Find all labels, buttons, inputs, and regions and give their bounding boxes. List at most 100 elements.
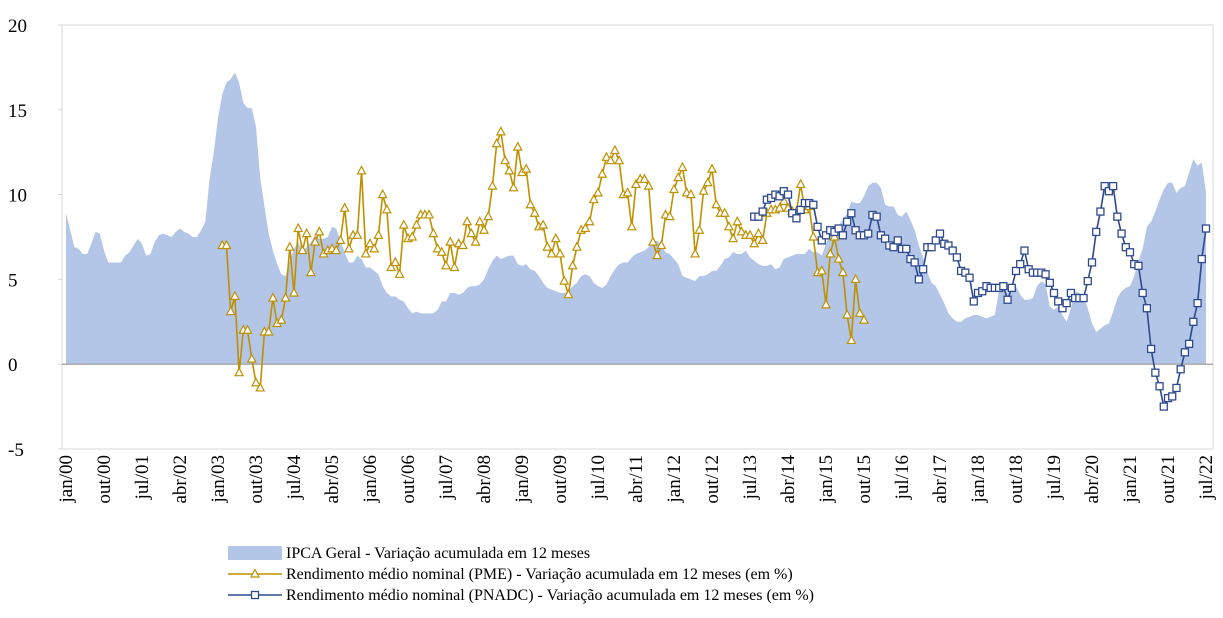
x-tick-label: jul/19 bbox=[1044, 455, 1065, 500]
marker bbox=[961, 268, 970, 277]
marker bbox=[542, 241, 553, 251]
marker bbox=[305, 266, 316, 277]
marker bbox=[280, 292, 291, 302]
marker bbox=[597, 168, 608, 178]
marker bbox=[373, 229, 384, 239]
marker bbox=[555, 248, 565, 258]
marker bbox=[910, 258, 919, 267]
marker bbox=[263, 326, 274, 336]
marker bbox=[479, 224, 489, 234]
marker bbox=[796, 205, 805, 215]
marker bbox=[588, 193, 599, 204]
marker bbox=[1041, 270, 1050, 279]
marker bbox=[466, 227, 477, 238]
marker bbox=[846, 334, 857, 345]
marker bbox=[289, 287, 299, 297]
marker bbox=[1184, 339, 1194, 348]
marker bbox=[1117, 229, 1126, 238]
x-tick-label: abr/02 bbox=[170, 455, 191, 504]
marker bbox=[1045, 278, 1054, 287]
x-tick-label: jul/10 bbox=[588, 455, 609, 500]
marker bbox=[753, 227, 764, 238]
marker bbox=[1079, 293, 1088, 303]
area bbox=[66, 72, 1206, 365]
marker bbox=[944, 241, 953, 250]
marker bbox=[1007, 283, 1016, 293]
marker bbox=[487, 180, 498, 190]
marker bbox=[774, 202, 785, 212]
marker bbox=[1193, 298, 1202, 308]
marker bbox=[221, 239, 232, 250]
marker bbox=[647, 236, 658, 246]
marker bbox=[377, 188, 388, 199]
y-tick-label: -5 bbox=[8, 440, 24, 461]
marker bbox=[386, 261, 397, 272]
marker bbox=[605, 154, 616, 165]
marker bbox=[702, 176, 713, 187]
x-tick-label: abr/20 bbox=[1082, 455, 1103, 504]
marker bbox=[1151, 368, 1160, 377]
marker bbox=[792, 214, 801, 223]
x-tick-label: out/21 bbox=[1158, 455, 1179, 504]
marker bbox=[1096, 207, 1105, 216]
marker bbox=[1062, 298, 1071, 308]
marker bbox=[842, 309, 853, 319]
marker bbox=[690, 248, 701, 258]
x-tick-label: out/03 bbox=[246, 455, 267, 504]
marker bbox=[1142, 304, 1152, 313]
legend-marker bbox=[250, 590, 260, 600]
marker bbox=[1201, 224, 1211, 233]
marker bbox=[339, 202, 350, 212]
marker bbox=[242, 324, 253, 334]
marker bbox=[255, 382, 266, 392]
marker bbox=[775, 192, 784, 201]
marker bbox=[1066, 288, 1076, 298]
legend-label: Rendimento médio nominal (PME) - Variaçã… bbox=[286, 566, 793, 583]
marker bbox=[622, 187, 633, 197]
marker bbox=[821, 231, 831, 240]
marker bbox=[639, 173, 650, 183]
marker bbox=[284, 241, 295, 251]
marker bbox=[838, 231, 848, 240]
x-tick-label: jan/00 bbox=[56, 455, 77, 504]
x-tick-label: abr/08 bbox=[474, 455, 495, 504]
marker bbox=[694, 224, 705, 234]
marker bbox=[952, 253, 962, 262]
marker bbox=[571, 241, 582, 251]
marker bbox=[825, 248, 836, 258]
marker bbox=[673, 171, 684, 182]
marker bbox=[643, 180, 654, 190]
x-tick-label: jan/18 bbox=[968, 455, 989, 504]
marker bbox=[559, 275, 570, 285]
marker bbox=[837, 266, 848, 277]
marker bbox=[343, 243, 354, 253]
marker bbox=[563, 288, 574, 299]
marker bbox=[445, 236, 456, 246]
marker bbox=[428, 227, 439, 238]
x-tick-label: out/15 bbox=[854, 455, 875, 504]
marker bbox=[893, 236, 902, 245]
x-tick-label: jan/03 bbox=[208, 455, 229, 504]
x-tick-label: jan/09 bbox=[512, 455, 533, 504]
marker bbox=[1092, 227, 1101, 237]
marker bbox=[483, 210, 494, 221]
marker bbox=[1189, 317, 1198, 326]
marker bbox=[580, 222, 591, 233]
x-tick-label: jul/04 bbox=[284, 455, 305, 501]
marker bbox=[1121, 243, 1130, 252]
marker bbox=[601, 151, 612, 161]
x-tick-label: jan/21 bbox=[1120, 455, 1141, 504]
marker bbox=[1134, 261, 1143, 270]
marker bbox=[407, 231, 418, 241]
marker bbox=[707, 163, 717, 173]
marker bbox=[360, 248, 371, 258]
marker bbox=[293, 222, 304, 233]
marker bbox=[500, 154, 511, 165]
marker bbox=[626, 221, 637, 231]
marker bbox=[1058, 304, 1067, 313]
marker bbox=[631, 178, 641, 189]
marker bbox=[664, 210, 675, 221]
marker bbox=[872, 212, 881, 221]
marker bbox=[880, 234, 890, 243]
marker bbox=[935, 229, 945, 238]
